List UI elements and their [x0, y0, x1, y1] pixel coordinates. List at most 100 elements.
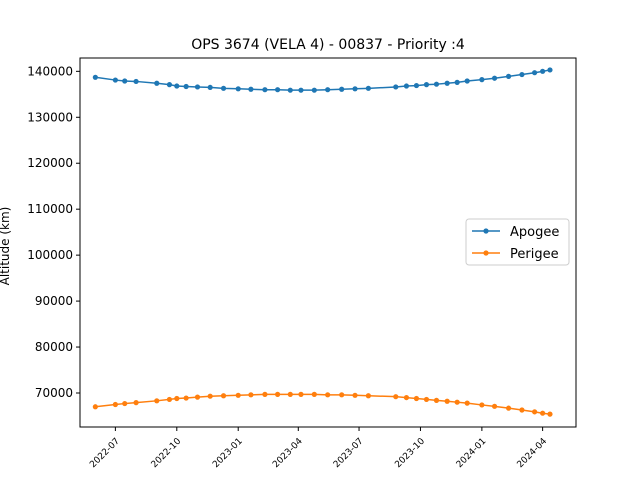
x-tick-label: 2022-07	[88, 437, 122, 471]
apogee-point	[207, 84, 213, 91]
chart-title: OPS 3674 (VELA 4) - 00837 - Priority :4	[191, 37, 465, 53]
x-tick-label: 2023-07	[332, 437, 366, 471]
perigee-point	[540, 410, 546, 416]
perigee-point	[311, 391, 317, 397]
perigee-point	[194, 394, 201, 400]
perigee-legend-label: Perigee	[510, 247, 559, 262]
perigee-point	[519, 407, 525, 413]
perigee-point	[166, 396, 173, 403]
perigee-point	[122, 400, 128, 407]
perigee-point	[325, 392, 331, 398]
y-axis-label: Altitude (km)	[0, 207, 12, 286]
perigee-point	[532, 409, 538, 415]
perigee-point	[154, 398, 160, 404]
perigee-point	[207, 393, 213, 399]
apogee-point	[133, 78, 139, 85]
apogee-point	[339, 86, 345, 92]
apogee-point	[275, 87, 281, 93]
perigee-point	[423, 396, 430, 403]
perigee-point	[298, 391, 304, 397]
perigee-point	[133, 400, 139, 406]
apogee-point	[220, 85, 227, 91]
x-tick-label: 2024-01	[455, 437, 489, 471]
apogee-point	[540, 68, 546, 74]
apogee-point	[464, 78, 470, 84]
perigee-point	[248, 392, 254, 398]
apogee-point	[393, 84, 399, 90]
y-tick-label: 120000	[27, 156, 73, 170]
perigee-point	[287, 391, 293, 397]
apogee-point	[166, 82, 173, 88]
x-tick-label: 2024-04	[516, 436, 550, 470]
perigee-point	[112, 401, 118, 408]
perigee-point	[352, 392, 358, 398]
apogee-point	[262, 87, 268, 93]
perigee-point	[491, 403, 498, 409]
apogee-point	[433, 81, 440, 87]
perigee-point	[444, 398, 450, 404]
perigee-point	[403, 394, 410, 401]
apogee-point	[454, 79, 460, 85]
plot-frame	[79, 57, 577, 428]
y-tick-label: 100000	[27, 248, 73, 262]
apogee-point	[423, 82, 430, 88]
apogee-point	[311, 87, 317, 93]
apogee-point	[154, 80, 160, 86]
perigee-point	[413, 395, 420, 402]
apogee-point	[403, 83, 410, 89]
y-tick-label: 130000	[27, 110, 73, 124]
perigee-point	[339, 392, 345, 398]
x-axis-ticks: 2022-07 2022-10 2023-01 2023-04 2023-07 2023-…	[88, 427, 549, 470]
apogee-point	[248, 86, 254, 92]
y-tick-label: 70000	[35, 386, 73, 400]
apogee-point	[365, 85, 371, 91]
apogee-point	[505, 73, 512, 79]
legend: Apogee Perigee	[465, 218, 570, 266]
apogee-point	[287, 87, 293, 93]
apogee-point	[479, 77, 485, 83]
perigee-point	[547, 411, 553, 417]
apogee-point	[112, 77, 118, 83]
y-tick-label: 80000	[35, 340, 73, 354]
y-tick-label: 90000	[35, 294, 73, 308]
perigee-point	[262, 391, 268, 397]
y-tick-label: 140000	[27, 64, 73, 78]
apogee-point	[491, 75, 498, 81]
perigee-legend-marker	[483, 250, 489, 256]
perigee-point	[220, 393, 227, 399]
apogee-point	[325, 87, 331, 93]
y-axis-ticks: 70000 80000 90000 100000 110000 120000 130000 1…	[27, 64, 80, 400]
perigee-point	[275, 391, 281, 397]
x-tick-label: 2023-10	[393, 436, 427, 470]
apogee-point	[444, 80, 450, 86]
apogee-point	[183, 83, 189, 90]
apogee-point	[194, 84, 201, 90]
apogee-point	[413, 82, 420, 89]
perigee-point	[393, 394, 399, 400]
apogee-point	[547, 67, 553, 73]
y-tick-label: 110000	[27, 202, 73, 216]
apogee-point	[92, 74, 98, 80]
apogee-point	[174, 83, 180, 89]
apogee-point	[122, 78, 128, 84]
x-tick-label: 2023-01	[211, 437, 245, 471]
apogee-legend-label: Apogee	[510, 225, 559, 240]
apogee-point	[519, 71, 525, 78]
perigee-point	[183, 395, 189, 401]
perigee-point	[505, 405, 512, 411]
apogee-legend-marker	[483, 228, 489, 234]
apogee-point	[532, 70, 538, 76]
apogee-point	[298, 87, 304, 93]
perigee-point	[464, 400, 470, 406]
apogee-point	[235, 86, 241, 92]
perigee-point	[454, 399, 460, 405]
series-layer	[92, 67, 553, 417]
perigee-point	[235, 392, 241, 398]
perigee-point	[479, 402, 485, 408]
apogee-point	[352, 86, 358, 92]
perigee-point	[433, 397, 440, 403]
x-tick-label: 2023-04	[271, 436, 305, 470]
axes-layer	[79, 57, 577, 428]
perigee-point	[174, 395, 180, 402]
